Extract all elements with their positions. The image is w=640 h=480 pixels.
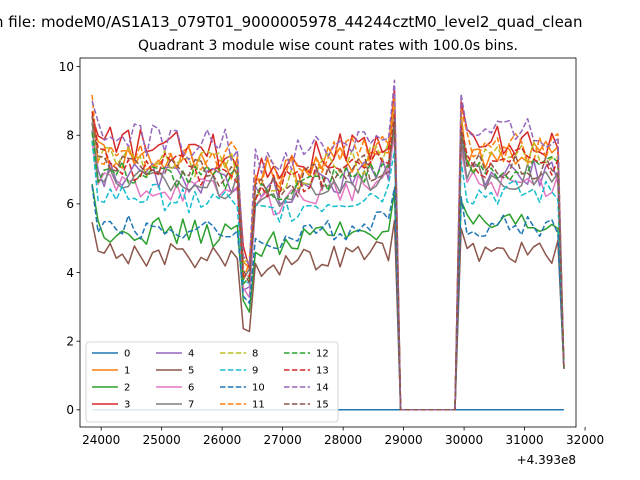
y-tick-label: 2 [66, 334, 74, 348]
y-tick-label: 4 [66, 266, 74, 280]
series-line-8 [91, 104, 565, 411]
x-tick-label: 27000 [264, 433, 302, 447]
x-tick-label: 25000 [143, 433, 181, 447]
x-tick-label: 32000 [566, 433, 604, 447]
legend-label-10: 10 [252, 383, 265, 394]
y-tick-label: 6 [66, 197, 74, 211]
legend-label-4: 4 [188, 349, 194, 360]
legend-label-9: 9 [252, 366, 258, 377]
legend-label-2: 2 [124, 383, 130, 394]
y-tick-label: 8 [66, 129, 74, 143]
legend-label-0: 0 [124, 349, 130, 360]
axes-layer: 24000 25000 26000 27000 28000 29000 30000 31000… [59, 57, 604, 447]
legend-label-12: 12 [316, 349, 329, 360]
series-line-7 [91, 122, 565, 411]
legend-label-15: 15 [316, 400, 329, 411]
series-line-13 [91, 111, 565, 411]
legend-label-3: 3 [124, 400, 130, 411]
series-line-5 [91, 219, 565, 411]
series-line-9 [91, 140, 565, 411]
legend-label-6: 6 [188, 383, 194, 394]
legend-label-1: 1 [124, 366, 130, 377]
legend-label-14: 14 [316, 383, 329, 394]
x-tick-label: 30000 [445, 433, 483, 447]
figure-suptitle: n file: modeM0/AS1A13_079T01_9000005978_… [0, 13, 583, 32]
x-tick-label: 31000 [505, 433, 543, 447]
series-line-15 [91, 116, 565, 411]
legend-label-5: 5 [188, 366, 194, 377]
series-line-10 [91, 185, 565, 411]
x-tick-label: 24000 [82, 433, 120, 447]
x-tick-label: 26000 [203, 433, 241, 447]
series-layer [91, 79, 565, 411]
legend-label-11: 11 [252, 400, 265, 411]
x-tick-label: 28000 [324, 433, 362, 447]
chart-title: Quadrant 3 module wise count rates with … [138, 38, 518, 54]
x-offset-label: +4.393e8 [517, 453, 576, 467]
y-tick-label: 10 [59, 60, 74, 74]
series-line-6 [91, 137, 565, 411]
legend-label-13: 13 [316, 366, 329, 377]
series-line-3 [91, 87, 565, 411]
series-line-14 [91, 79, 565, 411]
legend-box [85, 341, 339, 423]
legend-label-7: 7 [188, 400, 194, 411]
y-tick-label: 0 [66, 403, 74, 417]
x-tick-label: 29000 [385, 433, 423, 447]
legend-label-8: 8 [252, 349, 258, 360]
axes-frame [79, 57, 577, 428]
series-line-12 [91, 120, 565, 411]
